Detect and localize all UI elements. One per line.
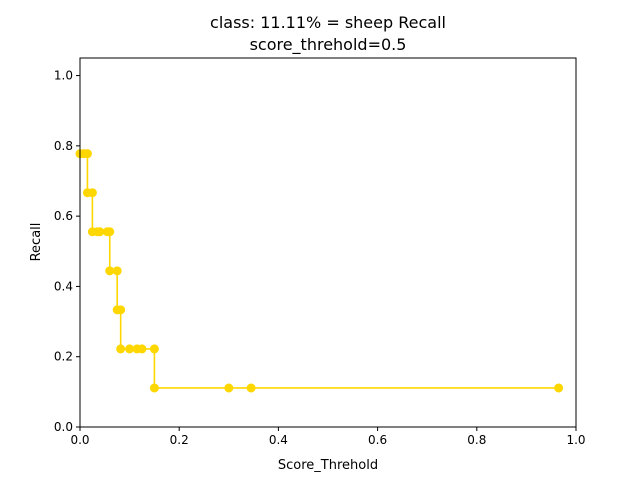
y-tick-label: 0.0	[54, 420, 73, 434]
data-point	[125, 344, 135, 354]
y-tick-label: 1.0	[54, 69, 73, 83]
x-tick-label: 1.0	[566, 433, 585, 447]
data-point	[116, 344, 126, 354]
y-tick-label: 0.8	[54, 139, 73, 153]
data-point	[105, 227, 115, 237]
data-point	[149, 344, 159, 354]
chart-title: class: 11.11% = sheep Recall	[210, 13, 446, 32]
axis-ticks: 0.0 0.2 0.4 0.6 0.8 1.0 0.0 0.2 0.4 0.6 0.8 1.0	[54, 69, 586, 447]
data-point	[82, 149, 92, 159]
data-point	[137, 344, 147, 354]
chart-subtitle: score_threhold=0.5	[250, 35, 407, 55]
data-point	[246, 383, 256, 393]
data-point	[105, 266, 115, 276]
data-point	[116, 305, 126, 315]
data-point	[87, 188, 97, 198]
x-tick-label: 0.8	[467, 433, 486, 447]
data-point	[112, 266, 122, 276]
x-tick-label: 0.2	[170, 433, 189, 447]
y-tick-label: 0.2	[54, 350, 73, 364]
data-point	[149, 383, 159, 393]
data-point	[224, 383, 234, 393]
x-tick-label: 0.6	[368, 433, 387, 447]
y-tick-label: 0.4	[54, 279, 73, 293]
y-axis-label: Recall	[29, 223, 44, 262]
plot-frame	[79, 57, 577, 428]
x-tick-label: 0.4	[269, 433, 288, 447]
y-tick-label: 0.6	[54, 209, 73, 223]
x-tick-label: 0.0	[70, 433, 89, 447]
data-point	[554, 383, 564, 393]
series-line	[80, 152, 559, 389]
series-layer	[75, 149, 564, 393]
data-point	[95, 227, 105, 237]
x-axis-label: Score_Threhold	[278, 458, 378, 473]
